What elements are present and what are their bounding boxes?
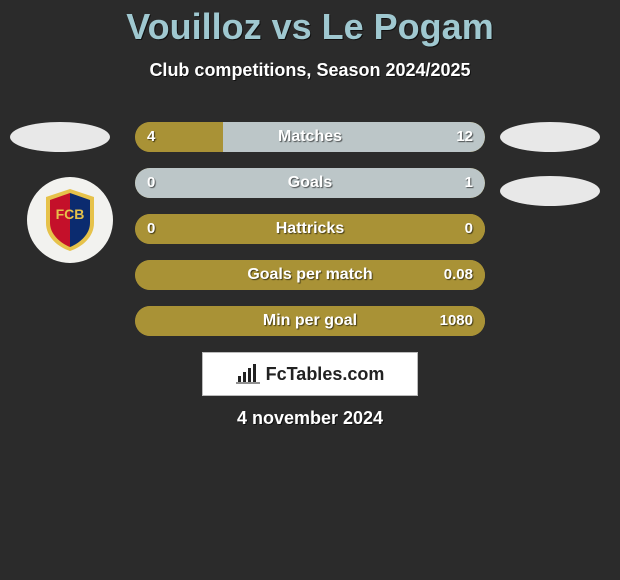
stat-label: Goals — [135, 168, 485, 198]
stat-value-left: 4 — [147, 122, 155, 152]
stat-row: Min per goal1080 — [135, 306, 485, 336]
subtitle: Club competitions, Season 2024/2025 — [0, 60, 620, 81]
stat-label: Goals per match — [135, 260, 485, 290]
bar-chart-icon — [236, 364, 260, 384]
stat-label: Hattricks — [135, 214, 485, 244]
stat-row: Goals0 1 — [135, 168, 485, 198]
stat-value-right: 0 — [465, 214, 473, 244]
stat-label: Min per goal — [135, 306, 485, 336]
club-crest: FCB — [27, 177, 113, 263]
stat-value-left: 0 — [147, 214, 155, 244]
stat-value-right: 0.08 — [444, 260, 473, 290]
stat-label: Matches — [135, 122, 485, 152]
stats-rows: Matches412Goals01Hattricks00Goals per ma… — [135, 122, 485, 352]
stat-value-right: 1 — [465, 168, 473, 198]
stat-value-right: 1080 — [440, 306, 473, 336]
stat-row: Goals per match0.08 — [135, 260, 485, 290]
stat-row: Matches4 12 — [135, 122, 485, 152]
player2-badge-placeholder-2 — [500, 176, 600, 206]
player1-badge-placeholder — [10, 122, 110, 152]
brand-badge: FcTables.com — [202, 352, 418, 396]
svg-text:FCB: FCB — [56, 206, 85, 222]
date-text: 4 november 2024 — [0, 408, 620, 429]
shield-icon: FCB — [42, 187, 98, 253]
stat-value-right: 12 — [456, 122, 473, 152]
stat-row: Hattricks0 0 — [135, 214, 485, 244]
player2-badge-placeholder-1 — [500, 122, 600, 152]
brand-text: FcTables.com — [266, 364, 385, 385]
page-title: Vouilloz vs Le Pogam — [0, 0, 620, 48]
stat-value-left: 0 — [147, 168, 155, 198]
